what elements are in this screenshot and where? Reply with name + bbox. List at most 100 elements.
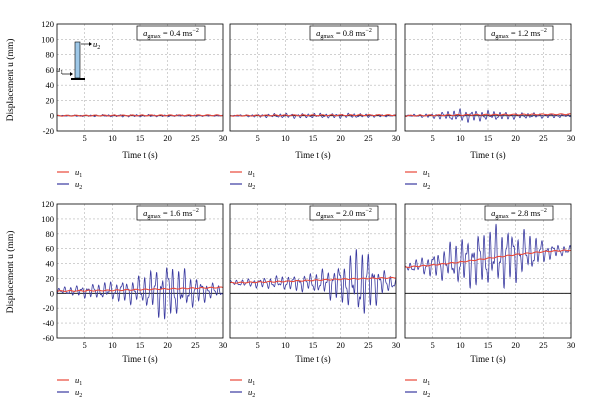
series-u2-line bbox=[404, 223, 572, 290]
arrow-u2-head bbox=[89, 42, 92, 46]
base-shape bbox=[71, 78, 85, 80]
series-u2-line bbox=[404, 108, 572, 123]
legend-label-u2: u2 bbox=[423, 179, 430, 191]
y-axis-label-bottom: Displacement u (mm) bbox=[5, 231, 16, 314]
structure-inset-icon: u2 u1 bbox=[56, 39, 100, 80]
x-tick-label: 15 bbox=[309, 133, 318, 143]
x-axis-label: Time t (s) bbox=[295, 150, 330, 160]
y-axis-label-top: Displacement u (mm) bbox=[5, 39, 16, 122]
y-tick-label: 40 bbox=[46, 259, 55, 269]
y-tick-label: -20 bbox=[43, 126, 54, 136]
x-axis-label: Time t (s) bbox=[122, 354, 157, 364]
x-tick-label: 5 bbox=[83, 133, 87, 143]
x-tick-label: 30 bbox=[392, 340, 401, 350]
x-tick-label: 15 bbox=[484, 340, 493, 350]
legend-label-u2: u2 bbox=[248, 179, 255, 191]
annotation-box bbox=[136, 205, 206, 221]
x-tick-label: 25 bbox=[364, 133, 373, 143]
legend-label-u1: u1 bbox=[75, 167, 82, 179]
x-tick-label: 5 bbox=[431, 133, 435, 143]
y-tick-label: 60 bbox=[46, 65, 55, 75]
x-axis-label: Time t (s) bbox=[470, 354, 505, 364]
y-tick-label: 100 bbox=[41, 214, 54, 224]
x-tick-label: 5 bbox=[256, 340, 260, 350]
x-axis-label: Time t (s) bbox=[295, 354, 330, 364]
chart-panel-2: 5 10 15 20 25 30 Time t (s) agmax = 0.8 ms−2 u1u… bbox=[229, 23, 401, 191]
series-u1-line bbox=[404, 249, 572, 268]
x-tick-label: 20 bbox=[163, 133, 172, 143]
chart-panel-1: -20 0 20 40 60 80 100 120 5 10 15 20 25 30 Time t (s) a… bbox=[41, 19, 227, 191]
y-tick-label: 20 bbox=[46, 95, 55, 105]
x-tick-label: 20 bbox=[336, 340, 345, 350]
legend-label-u1: u1 bbox=[75, 375, 82, 387]
annotation-label: agmax = 1.6 ms−2 bbox=[143, 208, 199, 220]
chart-panel-6: 5 10 15 20 25 30 Time t (s) agmax = 2.8 ms−2 u1u… bbox=[404, 203, 576, 399]
x-tick-label: 15 bbox=[484, 133, 493, 143]
annotation-label: agmax = 1.2 ms−2 bbox=[491, 28, 547, 40]
y-tick-label: 40 bbox=[46, 80, 55, 90]
y-tick-label: -40 bbox=[43, 318, 54, 328]
legend-label-u1: u1 bbox=[423, 167, 430, 179]
series-u1-line bbox=[56, 286, 224, 292]
series-u1-line bbox=[56, 114, 224, 117]
series-u1-line bbox=[229, 114, 397, 117]
x-tick-label: 10 bbox=[108, 133, 117, 143]
column-shape bbox=[74, 41, 81, 79]
series-u2-line bbox=[229, 249, 397, 314]
y-tick-label: 100 bbox=[41, 34, 54, 44]
legend-label-u1: u1 bbox=[248, 167, 255, 179]
legend-label-u2: u2 bbox=[423, 387, 430, 399]
series-u1-line bbox=[229, 276, 397, 284]
x-tick-label: 15 bbox=[136, 133, 145, 143]
legend-label-u2: u2 bbox=[75, 387, 82, 399]
y-axis-labels: Displacement u (mm) Displacement u (mm) bbox=[5, 39, 16, 314]
annotation-box bbox=[136, 25, 206, 41]
legend-label-u1: u1 bbox=[248, 375, 255, 387]
x-tick-label: 25 bbox=[539, 133, 548, 143]
x-tick-label: 5 bbox=[83, 340, 87, 350]
annotation-box bbox=[309, 205, 379, 221]
plot-frame bbox=[404, 23, 572, 132]
x-tick-label: 10 bbox=[281, 340, 290, 350]
x-tick-label: 5 bbox=[256, 133, 260, 143]
x-tick-label: 5 bbox=[431, 340, 435, 350]
chart-panel-5: 5 10 15 20 25 30 Time t (s) agmax = 2.0 ms−2 u1u… bbox=[229, 203, 401, 399]
y-tick-label: 0 bbox=[50, 111, 54, 121]
arrow-u1-head bbox=[70, 72, 73, 76]
y-tick-label: 20 bbox=[46, 273, 55, 283]
x-tick-label: 20 bbox=[336, 133, 345, 143]
y-tick-label: -20 bbox=[43, 303, 54, 313]
x-tick-label: 25 bbox=[191, 340, 200, 350]
x-tick-label: 15 bbox=[136, 340, 145, 350]
plot-frame bbox=[56, 203, 224, 339]
y-tick-label: 80 bbox=[46, 229, 55, 239]
x-tick-label: 30 bbox=[567, 133, 576, 143]
annotation-box bbox=[484, 25, 554, 41]
y-tick-label: 80 bbox=[46, 50, 55, 60]
x-tick-label: 30 bbox=[219, 133, 228, 143]
annotation-box bbox=[309, 25, 379, 41]
y-tick-label: 120 bbox=[41, 199, 54, 209]
annotation-label: agmax = 2.8 ms−2 bbox=[491, 208, 547, 220]
x-tick-label: 20 bbox=[511, 340, 520, 350]
series-u1-line bbox=[404, 113, 572, 117]
y-tick-label: 120 bbox=[41, 19, 54, 29]
x-tick-label: 20 bbox=[511, 133, 520, 143]
annotation-label: agmax = 0.4 ms−2 bbox=[143, 28, 199, 40]
plot-frame bbox=[404, 203, 572, 339]
x-tick-label: 30 bbox=[392, 133, 401, 143]
y-tick-label: 0 bbox=[50, 288, 54, 298]
x-tick-label: 25 bbox=[364, 340, 373, 350]
plot-frame bbox=[229, 23, 397, 132]
x-tick-label: 30 bbox=[567, 340, 576, 350]
plot-frame bbox=[56, 23, 224, 132]
legend-label-u2: u2 bbox=[75, 179, 82, 191]
x-tick-label: 10 bbox=[456, 340, 465, 350]
plot-frame bbox=[229, 203, 397, 339]
x-tick-label: 30 bbox=[219, 340, 228, 350]
x-tick-label: 10 bbox=[108, 340, 117, 350]
legend-label-u1: u1 bbox=[423, 375, 430, 387]
x-tick-label: 25 bbox=[539, 340, 548, 350]
